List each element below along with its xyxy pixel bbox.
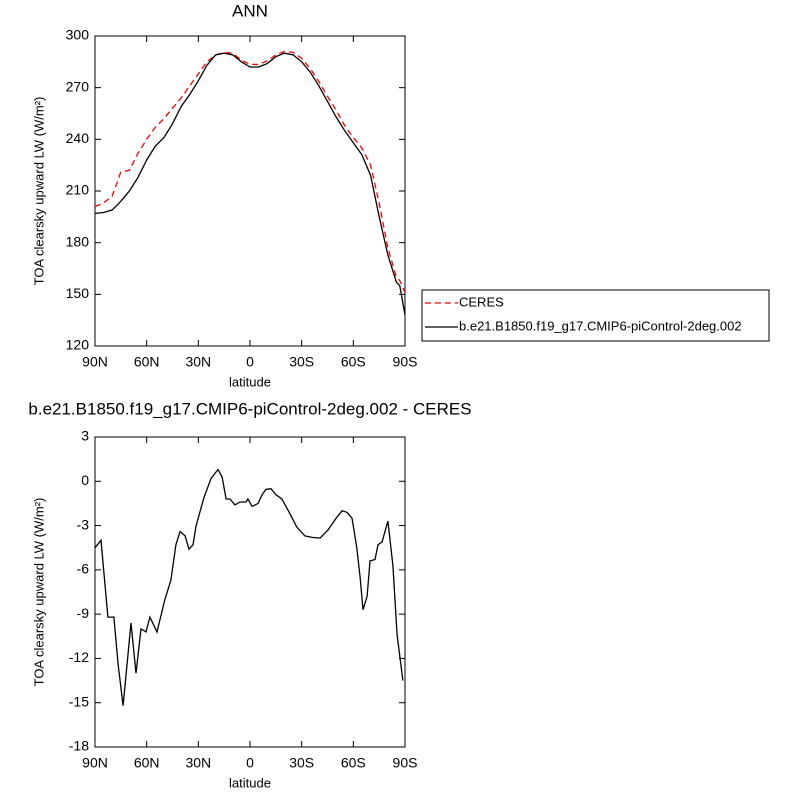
x-tick-label: 30S xyxy=(289,755,314,771)
x-tick-label: 60N xyxy=(134,354,160,370)
data-line xyxy=(94,52,406,316)
y-tick-label: 150 xyxy=(66,285,90,301)
x-tick-label: 60S xyxy=(341,755,366,771)
legend-box xyxy=(421,289,770,342)
x-axis-label: latitude xyxy=(229,374,271,389)
x-tick-label: 0 xyxy=(246,354,254,370)
y-tick-label: 270 xyxy=(66,78,90,94)
y-tick-label: -15 xyxy=(69,693,89,709)
y-tick-label: -9 xyxy=(77,605,90,621)
chart-title: b.e21.B1850.f19_g17.CMIP6-piControl-2deg… xyxy=(28,399,471,418)
legend: CERES b.e21.B1850.f19_g17.CMIP6-piControl… xyxy=(421,289,770,342)
data-line xyxy=(94,468,404,706)
x-tick-label: 90S xyxy=(393,755,418,771)
plot-frame xyxy=(94,436,406,748)
y-axis-label: TOA clearsky upward LW (W/m²) xyxy=(31,498,46,687)
legend-label: CERES xyxy=(459,294,504,309)
x-tick-label: 30N xyxy=(185,755,211,771)
y-tick-label: 180 xyxy=(66,233,90,249)
legend-label: b.e21.B1850.f19_g17.CMIP6-piControl-2deg… xyxy=(459,318,742,333)
x-tick-label: 0 xyxy=(246,755,254,771)
y-tick-label: 120 xyxy=(66,337,90,353)
y-tick-label: 240 xyxy=(66,130,90,146)
x-tick-label: 90N xyxy=(82,755,108,771)
y-tick-label: -6 xyxy=(77,561,90,577)
y-tick-label: -18 xyxy=(69,738,89,754)
y-tick-label: -12 xyxy=(69,649,89,665)
x-tick-label: 60N xyxy=(134,755,160,771)
data-line xyxy=(94,50,406,293)
y-tick-label: 210 xyxy=(66,182,90,198)
x-tick-label: 60S xyxy=(341,354,366,370)
y-tick-label: 300 xyxy=(66,27,90,43)
x-axis-label: latitude xyxy=(229,775,271,790)
x-tick-label: 90N xyxy=(82,354,108,370)
y-tick-label: 0 xyxy=(81,472,89,488)
x-tick-label: 30S xyxy=(289,354,314,370)
y-tick-label: -3 xyxy=(77,516,90,532)
x-tick-label: 30N xyxy=(185,354,211,370)
x-tick-label: 90S xyxy=(393,354,418,370)
chart-title: ANN xyxy=(232,1,268,20)
y-axis-label: TOA clearsky upward LW (W/m²) xyxy=(31,97,46,286)
y-tick-label: 3 xyxy=(81,428,89,444)
plot-frame xyxy=(94,35,406,347)
